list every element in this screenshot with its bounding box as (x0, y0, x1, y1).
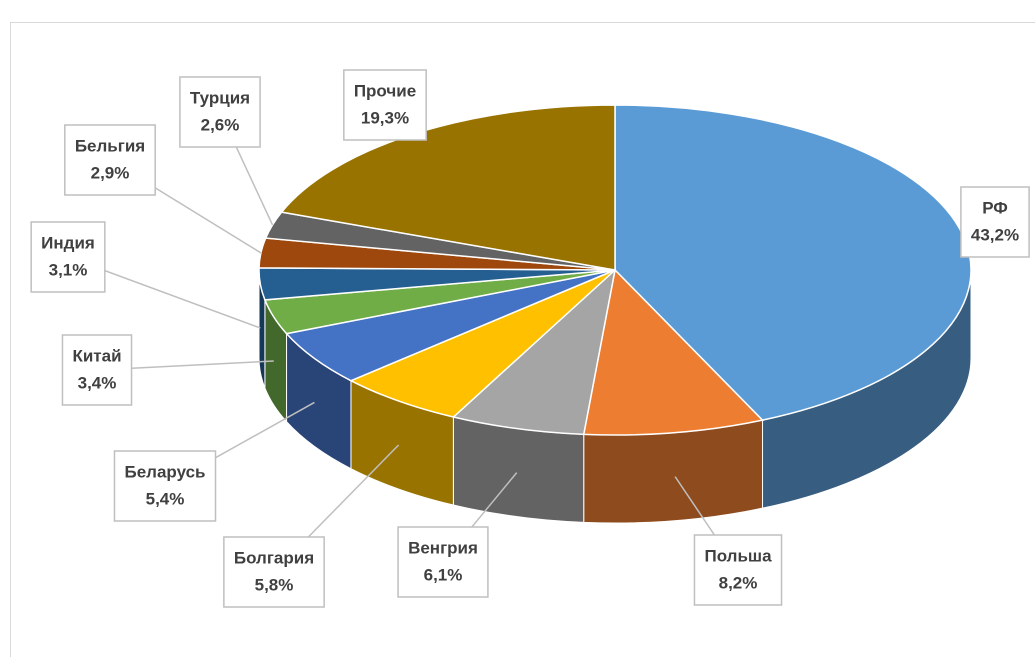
data-label: 43,2% (971, 225, 1019, 244)
label-box (179, 76, 261, 148)
label-category: Прочие (354, 81, 416, 100)
label-category: Болгария (234, 548, 314, 567)
data-label: 3,1% (49, 260, 88, 279)
label-category: Турция (190, 88, 250, 107)
label-box (693, 534, 783, 606)
pie-slice (582, 268, 765, 436)
label-category: Китай (72, 346, 121, 365)
pie-slice (451, 267, 617, 436)
label-box (223, 536, 325, 608)
label-box (343, 69, 427, 141)
data-label: 19,3% (361, 108, 409, 127)
data-label: 3,4% (78, 373, 117, 392)
label-box (960, 186, 1030, 258)
data-label: 8,2% (719, 573, 758, 592)
label-category: Индия (41, 233, 95, 252)
label-category: Венгрия (408, 538, 478, 557)
label-box (64, 124, 156, 196)
data-label: 6,1% (424, 565, 463, 584)
label-category: Беларусь (124, 462, 205, 481)
label-category: Польша (704, 546, 772, 565)
pie-slice (349, 269, 616, 418)
label-box (113, 450, 217, 522)
data-label: 5,8% (255, 575, 294, 594)
data-label: 2,6% (201, 115, 240, 134)
label-box (30, 221, 106, 293)
data-label: 5,4% (146, 489, 185, 508)
label-category: Бельгия (75, 136, 145, 155)
label-category: РФ (982, 198, 1008, 217)
label-box (61, 334, 133, 406)
data-label: 2,9% (91, 163, 130, 182)
label-box (397, 526, 489, 598)
